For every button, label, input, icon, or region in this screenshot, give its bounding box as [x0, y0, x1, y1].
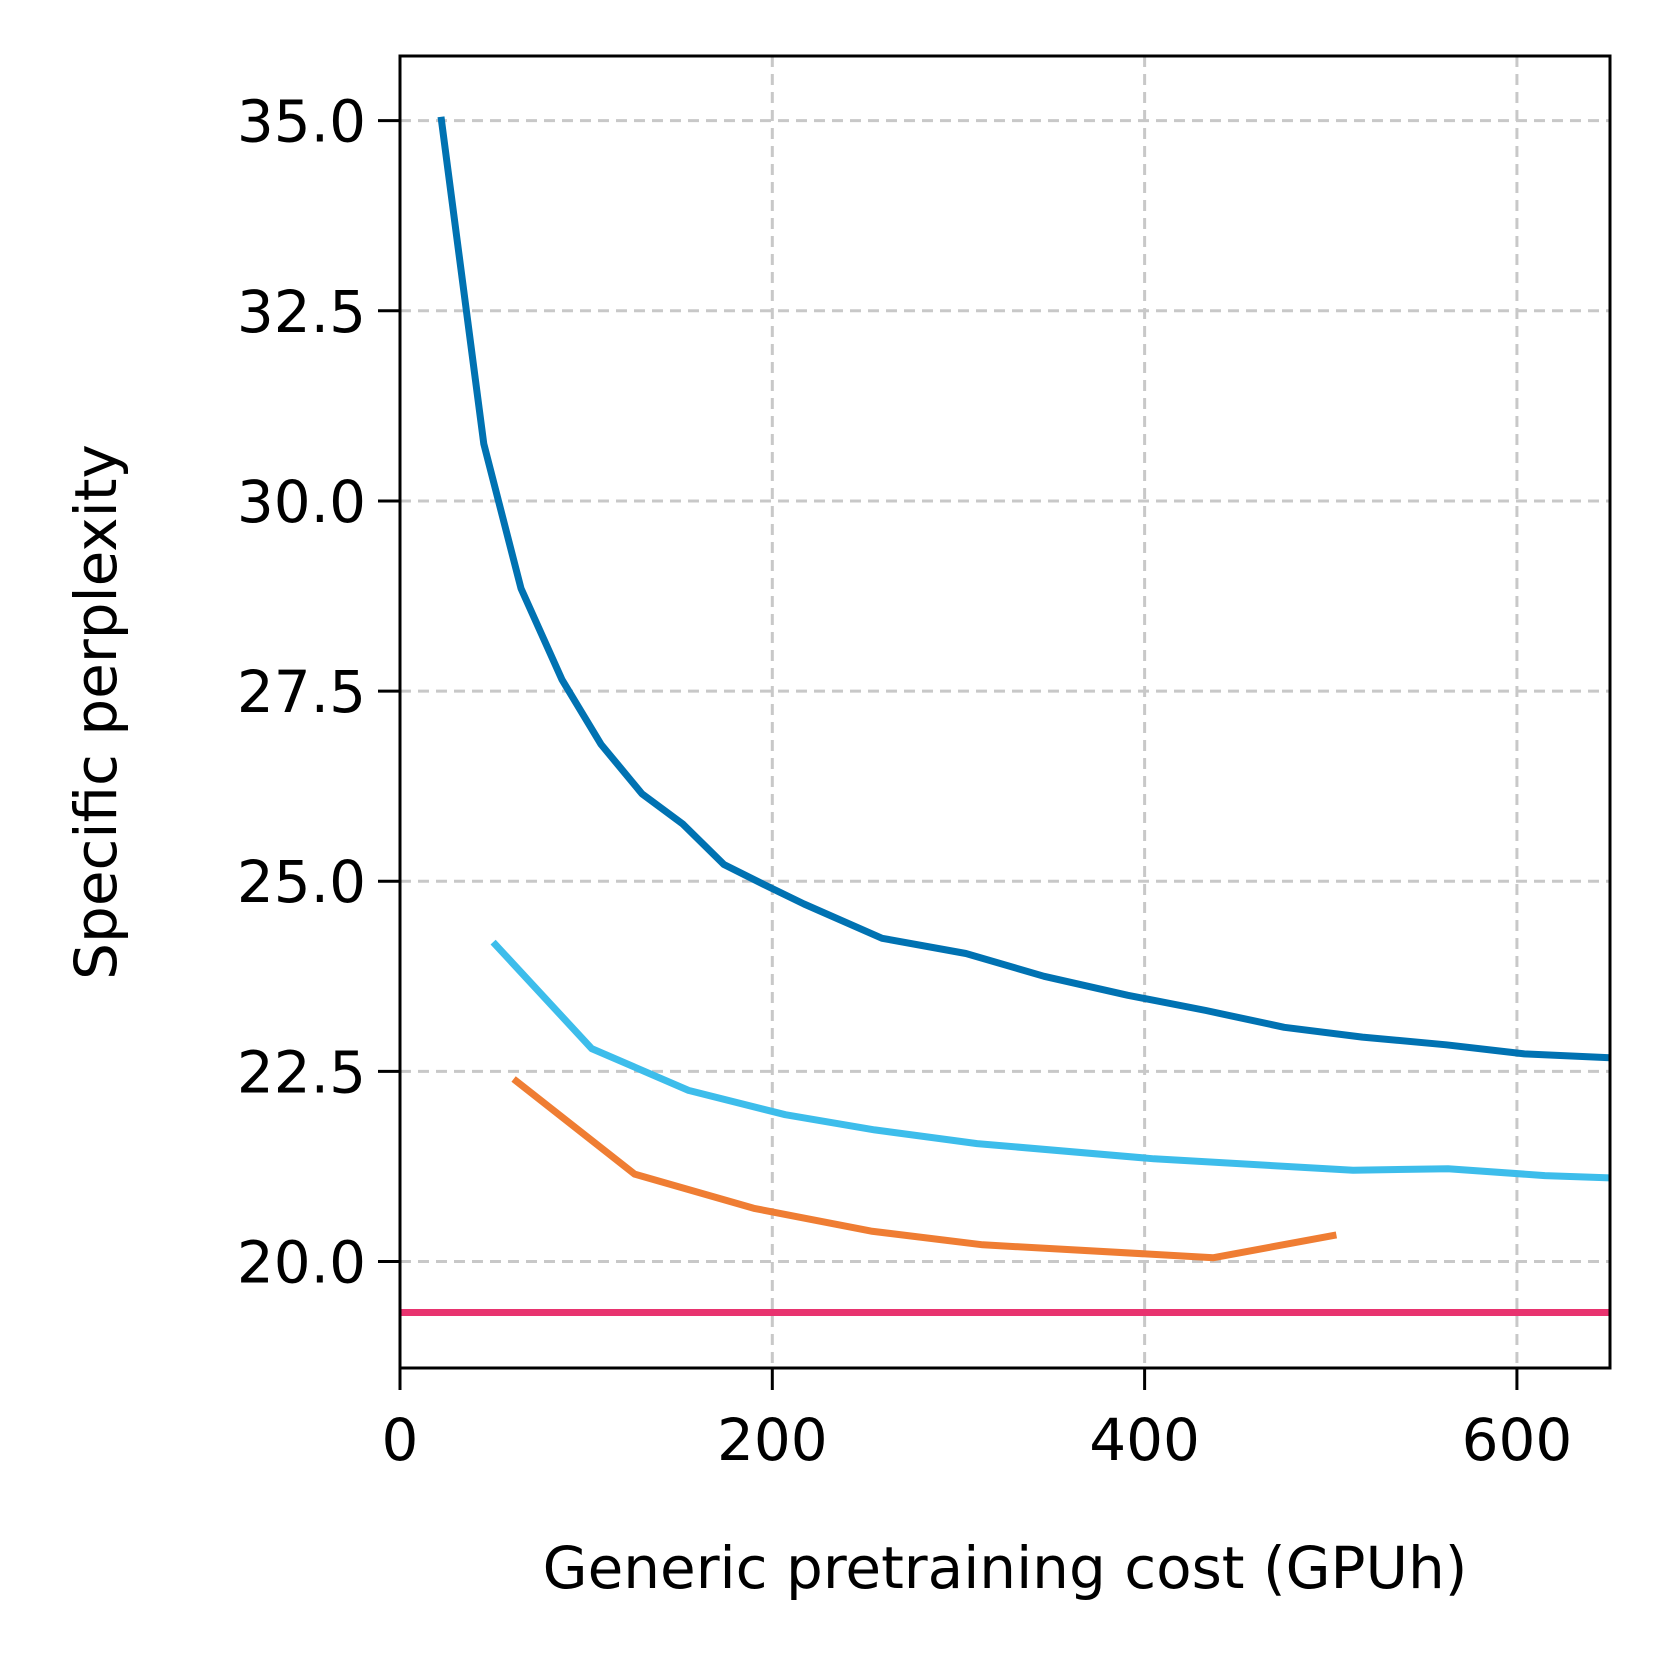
y-tick-label: 35.0	[237, 88, 366, 156]
x-tick-label: 400	[1089, 1406, 1200, 1474]
grid-lines	[400, 56, 1610, 1368]
plot-series	[400, 116, 1611, 1316]
series-orange	[511, 1076, 1338, 1262]
series-dark-blue	[437, 116, 1611, 1062]
x-tick-label: 0	[382, 1406, 419, 1474]
x-axis-label: Generic pretraining cost (GPUh)	[543, 1534, 1468, 1602]
x-tick-label: 200	[717, 1406, 828, 1474]
y-axis-label: Specific perplexity	[62, 444, 130, 980]
axis-ticks: 0 200 400 600 20.0 22.5 25.0 27.5 30.0 32.5 35.0	[237, 88, 1572, 1474]
y-tick-label: 30.0	[237, 468, 366, 536]
y-tick-label: 22.5	[237, 1038, 366, 1106]
series-light-blue	[490, 939, 1611, 1182]
x-tick-label: 600	[1462, 1406, 1573, 1474]
y-tick-label: 32.5	[237, 278, 366, 346]
y-tick-label: 20.0	[237, 1229, 366, 1297]
plot-frame	[398, 54, 1612, 1370]
y-tick-label: 25.0	[237, 848, 366, 916]
y-tick-label: 27.5	[237, 658, 366, 726]
